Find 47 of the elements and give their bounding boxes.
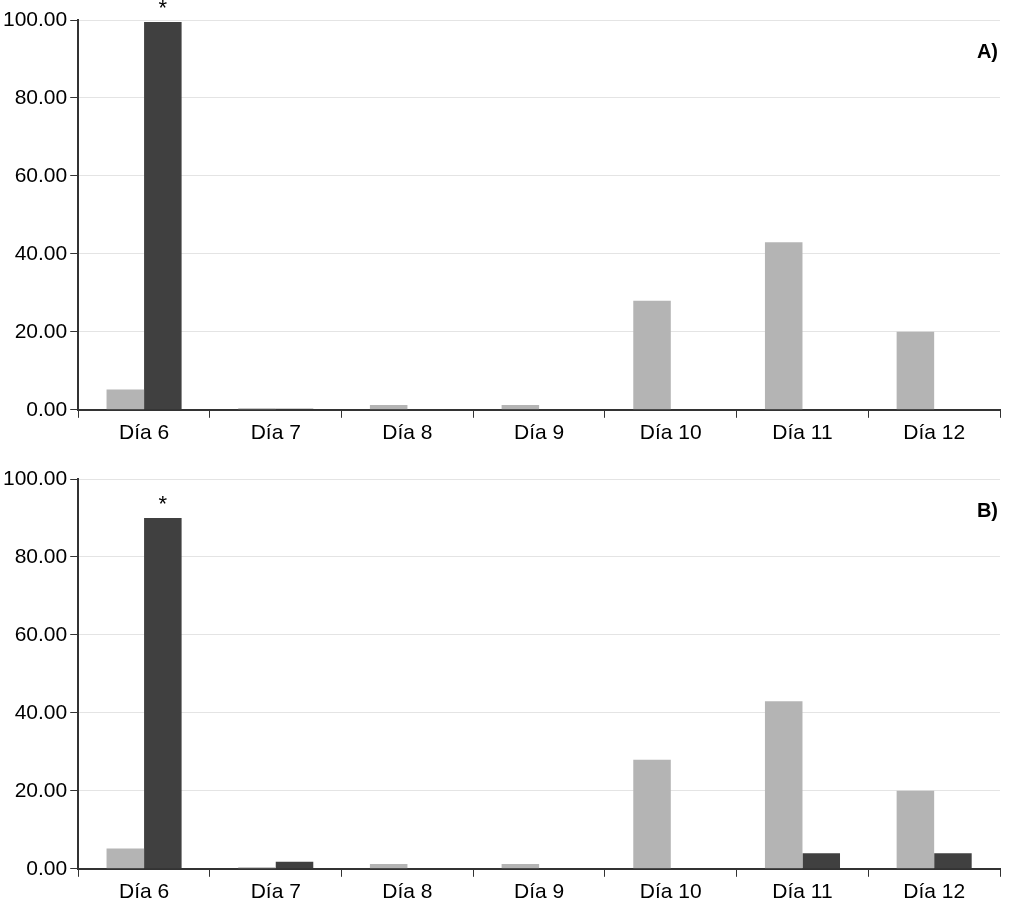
bar (369, 405, 408, 410)
y-tick-label: 80.00 (14, 84, 68, 108)
y-tick-label: 20.00 (14, 777, 68, 801)
bar (633, 759, 671, 869)
x-tick-label: Día 6 (118, 879, 170, 903)
y-tick-label: 40.00 (14, 240, 68, 264)
y-tick-label: 20.00 (14, 318, 68, 342)
bar (934, 853, 972, 869)
x-tick-label: Día 6 (118, 420, 170, 444)
bar (144, 517, 182, 869)
bar (764, 701, 803, 869)
bar (144, 21, 182, 410)
bar (802, 853, 841, 869)
x-tick-label: Día 11 (772, 879, 833, 903)
y-tick-label: 40.00 (14, 699, 68, 723)
bar (106, 848, 145, 869)
y-tick-label: 60.00 (14, 621, 68, 645)
bar (633, 300, 671, 410)
x-tick-label: Día 7 (250, 879, 301, 903)
annotation: * (158, 491, 168, 517)
y-tick-label: 80.00 (14, 543, 68, 567)
bar (896, 790, 935, 869)
annotation: B) (976, 498, 998, 521)
x-tick-label: Día 8 (382, 879, 433, 903)
y-tick-label: 0.00 (26, 855, 68, 879)
y-tick-label: 60.00 (14, 162, 68, 186)
x-tick-label: Día 9 (514, 879, 565, 903)
annotation: * (158, 0, 168, 21)
y-tick-label: 0.00 (26, 396, 68, 420)
x-tick-label: Día 8 (382, 420, 433, 444)
x-tick-label: Día 9 (514, 420, 565, 444)
bar (275, 861, 314, 869)
x-tick-label: Día 12 (903, 420, 966, 444)
x-tick-label: Día 10 (639, 420, 702, 444)
bar (106, 389, 145, 410)
bar (501, 864, 540, 869)
x-tick-label: Día 10 (639, 879, 702, 903)
bar (369, 864, 408, 869)
annotation: A) (976, 39, 998, 62)
x-tick-label: Día 7 (250, 420, 301, 444)
x-tick-label: Día 11 (772, 420, 833, 444)
y-tick-label: 100.00 (3, 6, 68, 30)
bar (501, 405, 540, 410)
bar (896, 331, 935, 410)
bar (764, 242, 803, 410)
x-tick-label: Día 12 (903, 879, 966, 903)
y-tick-label: 100.00 (3, 465, 68, 489)
